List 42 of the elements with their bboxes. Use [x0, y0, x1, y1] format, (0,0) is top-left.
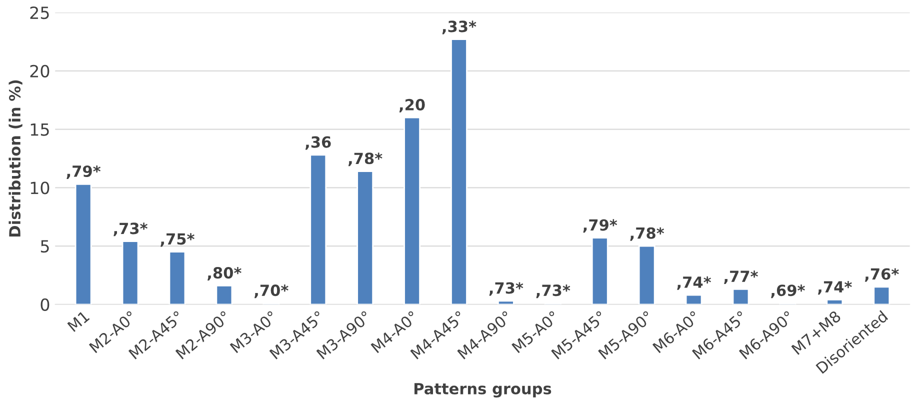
annotation: ,74* — [677, 276, 712, 290]
bar — [826, 299, 844, 304]
annotation: ,73* — [489, 282, 524, 296]
annotation: ,73* — [114, 222, 148, 236]
bar — [122, 240, 139, 304]
y-tick-label: 0 — [40, 298, 50, 311]
bar — [732, 288, 750, 304]
y-tick-label: 25 — [30, 6, 49, 20]
bar — [685, 294, 702, 304]
annotation: ,70* — [254, 284, 288, 298]
y-tick-label: 15 — [30, 123, 49, 136]
bar — [450, 38, 468, 304]
annotation: ,77* — [724, 270, 758, 284]
bar — [498, 300, 514, 304]
bar — [310, 154, 327, 304]
bar — [591, 237, 608, 304]
annotation: ,33* — [442, 20, 476, 34]
bar — [168, 251, 186, 304]
bar — [74, 183, 92, 304]
x-axis-title: Patterns groups — [414, 383, 552, 398]
bar — [216, 285, 233, 304]
annotation: ,76* — [864, 268, 899, 282]
annotation: ,78* — [348, 152, 382, 166]
annotation: ,74* — [818, 281, 852, 295]
annotation: ,79* — [583, 219, 618, 233]
y-tick-label: 20 — [30, 64, 50, 78]
bar — [404, 116, 420, 304]
bar — [638, 245, 656, 304]
annotation: ,36 — [305, 136, 331, 150]
y-tick-label: 10 — [30, 182, 50, 194]
annotation: ,73* — [536, 284, 570, 298]
y-axis-title: Distribution (in %) — [8, 80, 22, 236]
bar — [873, 286, 890, 304]
y-tick-label: 5 — [40, 240, 49, 253]
x-tick-label: M1 — [67, 310, 90, 332]
annotation: ,75* — [160, 233, 194, 247]
bar — [356, 170, 374, 304]
annotation: ,80* — [207, 267, 242, 281]
annotation: ,69* — [771, 284, 805, 298]
annotation: ,20 — [399, 98, 425, 112]
annotation: ,79* — [66, 165, 101, 179]
annotation: ,78* — [630, 227, 664, 241]
